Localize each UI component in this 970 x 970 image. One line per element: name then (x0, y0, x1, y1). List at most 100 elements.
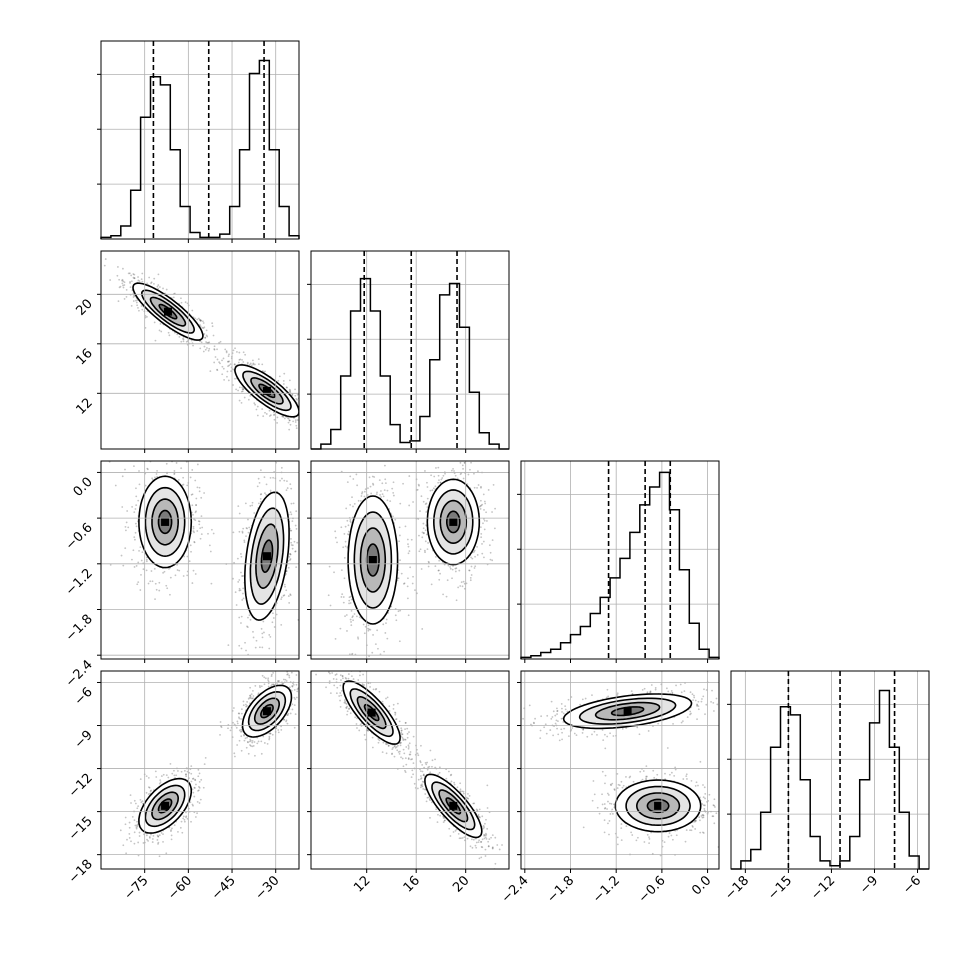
panel-content (103, 258, 320, 436)
scatter-point (351, 496, 353, 499)
scatter-point (313, 417, 315, 419)
scatter-point (289, 511, 292, 514)
scatter-point (394, 518, 397, 521)
scatter-point (205, 341, 207, 343)
scatter-point (290, 513, 293, 516)
scatter-point (257, 502, 260, 505)
scatter-point (251, 501, 254, 504)
scatter-point (278, 680, 281, 682)
scatter-point (425, 524, 428, 527)
contour-line (250, 377, 284, 405)
scatter-point (289, 529, 292, 532)
scatter-point (123, 281, 126, 284)
scatter-point (173, 774, 176, 777)
scatter-point (412, 575, 414, 578)
scatter-point (203, 763, 206, 766)
scatter-point (491, 511, 493, 513)
scatter-point (242, 592, 244, 595)
scatter-point (118, 286, 121, 289)
scatter-point (299, 407, 301, 409)
scatter-point (478, 505, 481, 508)
scatter-point (152, 834, 155, 837)
scatter-point (139, 589, 142, 591)
scatter-point (280, 623, 283, 626)
histogram-panel-2 (307, 250, 510, 450)
scatter-point (345, 507, 348, 510)
scatter-point (129, 286, 132, 289)
scatter-point (122, 280, 125, 283)
scatter-point (202, 322, 205, 324)
scatter-point (198, 786, 201, 789)
scatter-point (261, 370, 264, 372)
contour-line (258, 383, 276, 399)
scatter-point (148, 786, 150, 789)
histogram-step-2 (311, 277, 509, 450)
scatter-point (139, 778, 142, 781)
scatter-point (154, 339, 157, 342)
scatter-point (221, 365, 224, 368)
scatter-point (282, 416, 285, 418)
scatter-point (137, 805, 140, 808)
scatter-point (294, 388, 296, 391)
scatter-point (209, 550, 212, 553)
scatter-point (283, 479, 286, 482)
scatter-point (473, 486, 476, 489)
scatter-point (201, 526, 204, 529)
scatter-point (479, 505, 482, 507)
scatter-point (133, 273, 136, 276)
scatter-point (192, 804, 194, 807)
scatter-point (196, 800, 199, 803)
scatter-point (290, 544, 293, 546)
scatter-point (204, 757, 207, 759)
scatter-point (350, 521, 352, 524)
scatter-point (150, 282, 152, 285)
scatter-point (191, 582, 194, 584)
scatter-point (185, 773, 187, 776)
scatter-point (196, 486, 199, 489)
scatter-point (192, 569, 195, 572)
scatter-point (318, 434, 320, 436)
scatter-point (300, 488, 302, 490)
scatter-point (124, 816, 127, 819)
scatter-point (296, 393, 299, 396)
scatter-point (290, 529, 293, 532)
scatter-point (157, 835, 160, 838)
scatter-point (181, 484, 184, 487)
scatter-point (128, 272, 131, 275)
scatter-point (159, 779, 162, 782)
scatter-point (184, 301, 187, 304)
scatter-point (385, 450, 387, 452)
scatter-point (364, 625, 367, 628)
scatter-point (190, 339, 193, 342)
scatter-point (135, 525, 138, 528)
scatter-point (125, 288, 128, 291)
scatter-point (170, 829, 172, 831)
scatter-point (238, 358, 241, 361)
scatter-point (156, 839, 159, 841)
scatter-point (350, 621, 352, 623)
scatter-point (462, 477, 465, 480)
scatter-point (151, 838, 154, 840)
scatter-point (264, 411, 266, 414)
scatter-point (398, 540, 401, 543)
scatter-point (351, 652, 354, 655)
scatter-point (199, 319, 202, 322)
scatter-point (208, 341, 211, 344)
scatter-point (301, 493, 303, 495)
scatter-point (240, 615, 243, 618)
scatter-point (409, 566, 412, 569)
scatter-point (437, 466, 440, 469)
scatter-point (237, 581, 240, 583)
scatter-point (451, 568, 454, 571)
panel-frame (100, 250, 300, 450)
scatter-point (469, 458, 471, 460)
scatter-point (265, 413, 268, 415)
scatter-point (296, 398, 298, 401)
scatter-point (382, 623, 385, 626)
scatter-point (249, 362, 252, 365)
scatter-point (385, 622, 387, 625)
scatter-point (190, 765, 193, 768)
histogram-step-3 (520, 471, 720, 659)
scatter-point (167, 776, 170, 779)
scatter-point (126, 510, 129, 512)
